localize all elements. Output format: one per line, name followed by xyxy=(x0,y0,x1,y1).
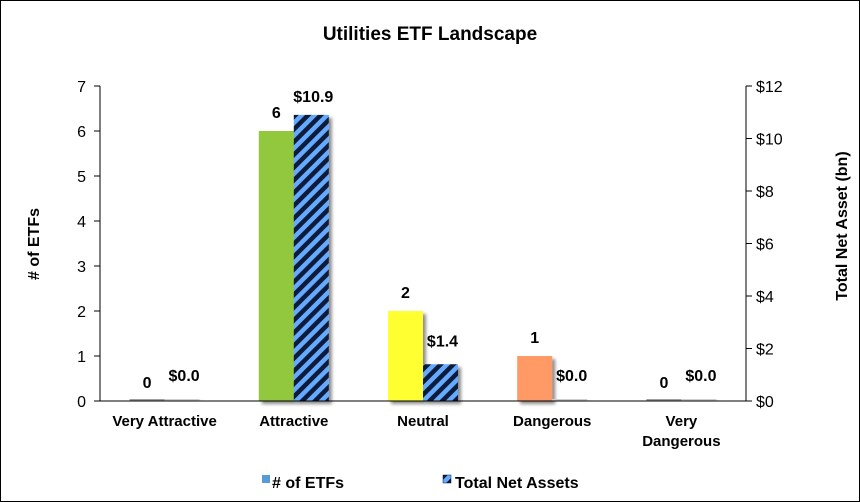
bar-net-assets xyxy=(552,399,588,401)
y-tick-label: 0 xyxy=(77,394,86,411)
y2-tick-label: $8 xyxy=(756,184,774,201)
bar-etf-count xyxy=(129,399,165,401)
y2-axis-title: Total Net Asset (bn) xyxy=(834,151,851,300)
x-category-label: Dangerous xyxy=(513,413,591,430)
data-label-net-assets: $10.9 xyxy=(293,89,333,106)
legend-label-etfs: # of ETFs xyxy=(272,475,344,492)
data-label-net-assets: $0.0 xyxy=(685,368,716,385)
y-tick-label: 7 xyxy=(77,79,86,96)
y-axis-title: # of ETFs xyxy=(26,208,43,280)
y2-tick-label: $4 xyxy=(756,289,774,306)
legend-label-net-assets: Total Net Assets xyxy=(455,475,579,492)
data-label-etf-count: 0 xyxy=(143,375,152,392)
y-tick-label: 5 xyxy=(77,169,86,186)
legend: # of ETFs Total Net Assets xyxy=(262,474,579,492)
bars xyxy=(129,114,717,401)
y-tick-label: 2 xyxy=(77,304,86,321)
data-label-etf-count: 6 xyxy=(272,105,281,122)
x-axis-categories: Very Attractive Attractive Neutral Dangerou… xyxy=(112,413,720,450)
bar-net-assets xyxy=(681,399,717,401)
legend-swatch-net-assets xyxy=(442,474,452,484)
bar-etf-count xyxy=(258,131,294,401)
y-tick-label: 3 xyxy=(77,259,86,276)
y2-tick-label: $12 xyxy=(756,79,783,96)
data-label-net-assets: $0.0 xyxy=(556,368,587,385)
y2-tick-label: $0 xyxy=(756,394,774,411)
y-axis-ticks: 0 1 2 3 4 5 6 7 xyxy=(77,79,100,411)
y2-tick-label: $10 xyxy=(756,132,783,149)
bar-etf-count xyxy=(646,399,682,401)
data-label-etf-count: 0 xyxy=(659,375,668,392)
chart-title: Utilities ETF Landscape xyxy=(323,24,537,45)
data-labels: 0 $0.0 6 $10.9 2 $1.4 1 $0.0 0 $0.0 xyxy=(143,89,717,392)
data-label-net-assets: $1.4 xyxy=(427,333,458,350)
y2-axis-ticks: $0 $2 $4 $6 $8 $10 $12 xyxy=(746,79,783,411)
legend-swatch-etfs xyxy=(262,475,270,483)
y2-tick-label: $2 xyxy=(756,342,774,359)
bar-net-assets xyxy=(423,364,458,401)
y-tick-label: 1 xyxy=(77,349,86,366)
x-category-label: Neutral xyxy=(397,413,449,430)
data-label-net-assets: $0.0 xyxy=(169,368,200,385)
x-category-label: Very Dangerous xyxy=(642,413,720,450)
x-category-label: Very Attractive xyxy=(112,413,217,430)
bar-etf-count xyxy=(388,311,423,401)
y2-tick-label: $6 xyxy=(756,237,774,254)
data-label-etf-count: 2 xyxy=(401,285,410,302)
x-category-label: Attractive xyxy=(259,413,328,430)
y-tick-label: 4 xyxy=(77,214,86,231)
data-label-etf-count: 1 xyxy=(530,330,539,347)
bar-net-assets xyxy=(164,399,200,401)
bar-net-assets xyxy=(293,114,329,401)
bar-etf-count xyxy=(517,356,553,401)
y-tick-label: 6 xyxy=(77,124,86,141)
